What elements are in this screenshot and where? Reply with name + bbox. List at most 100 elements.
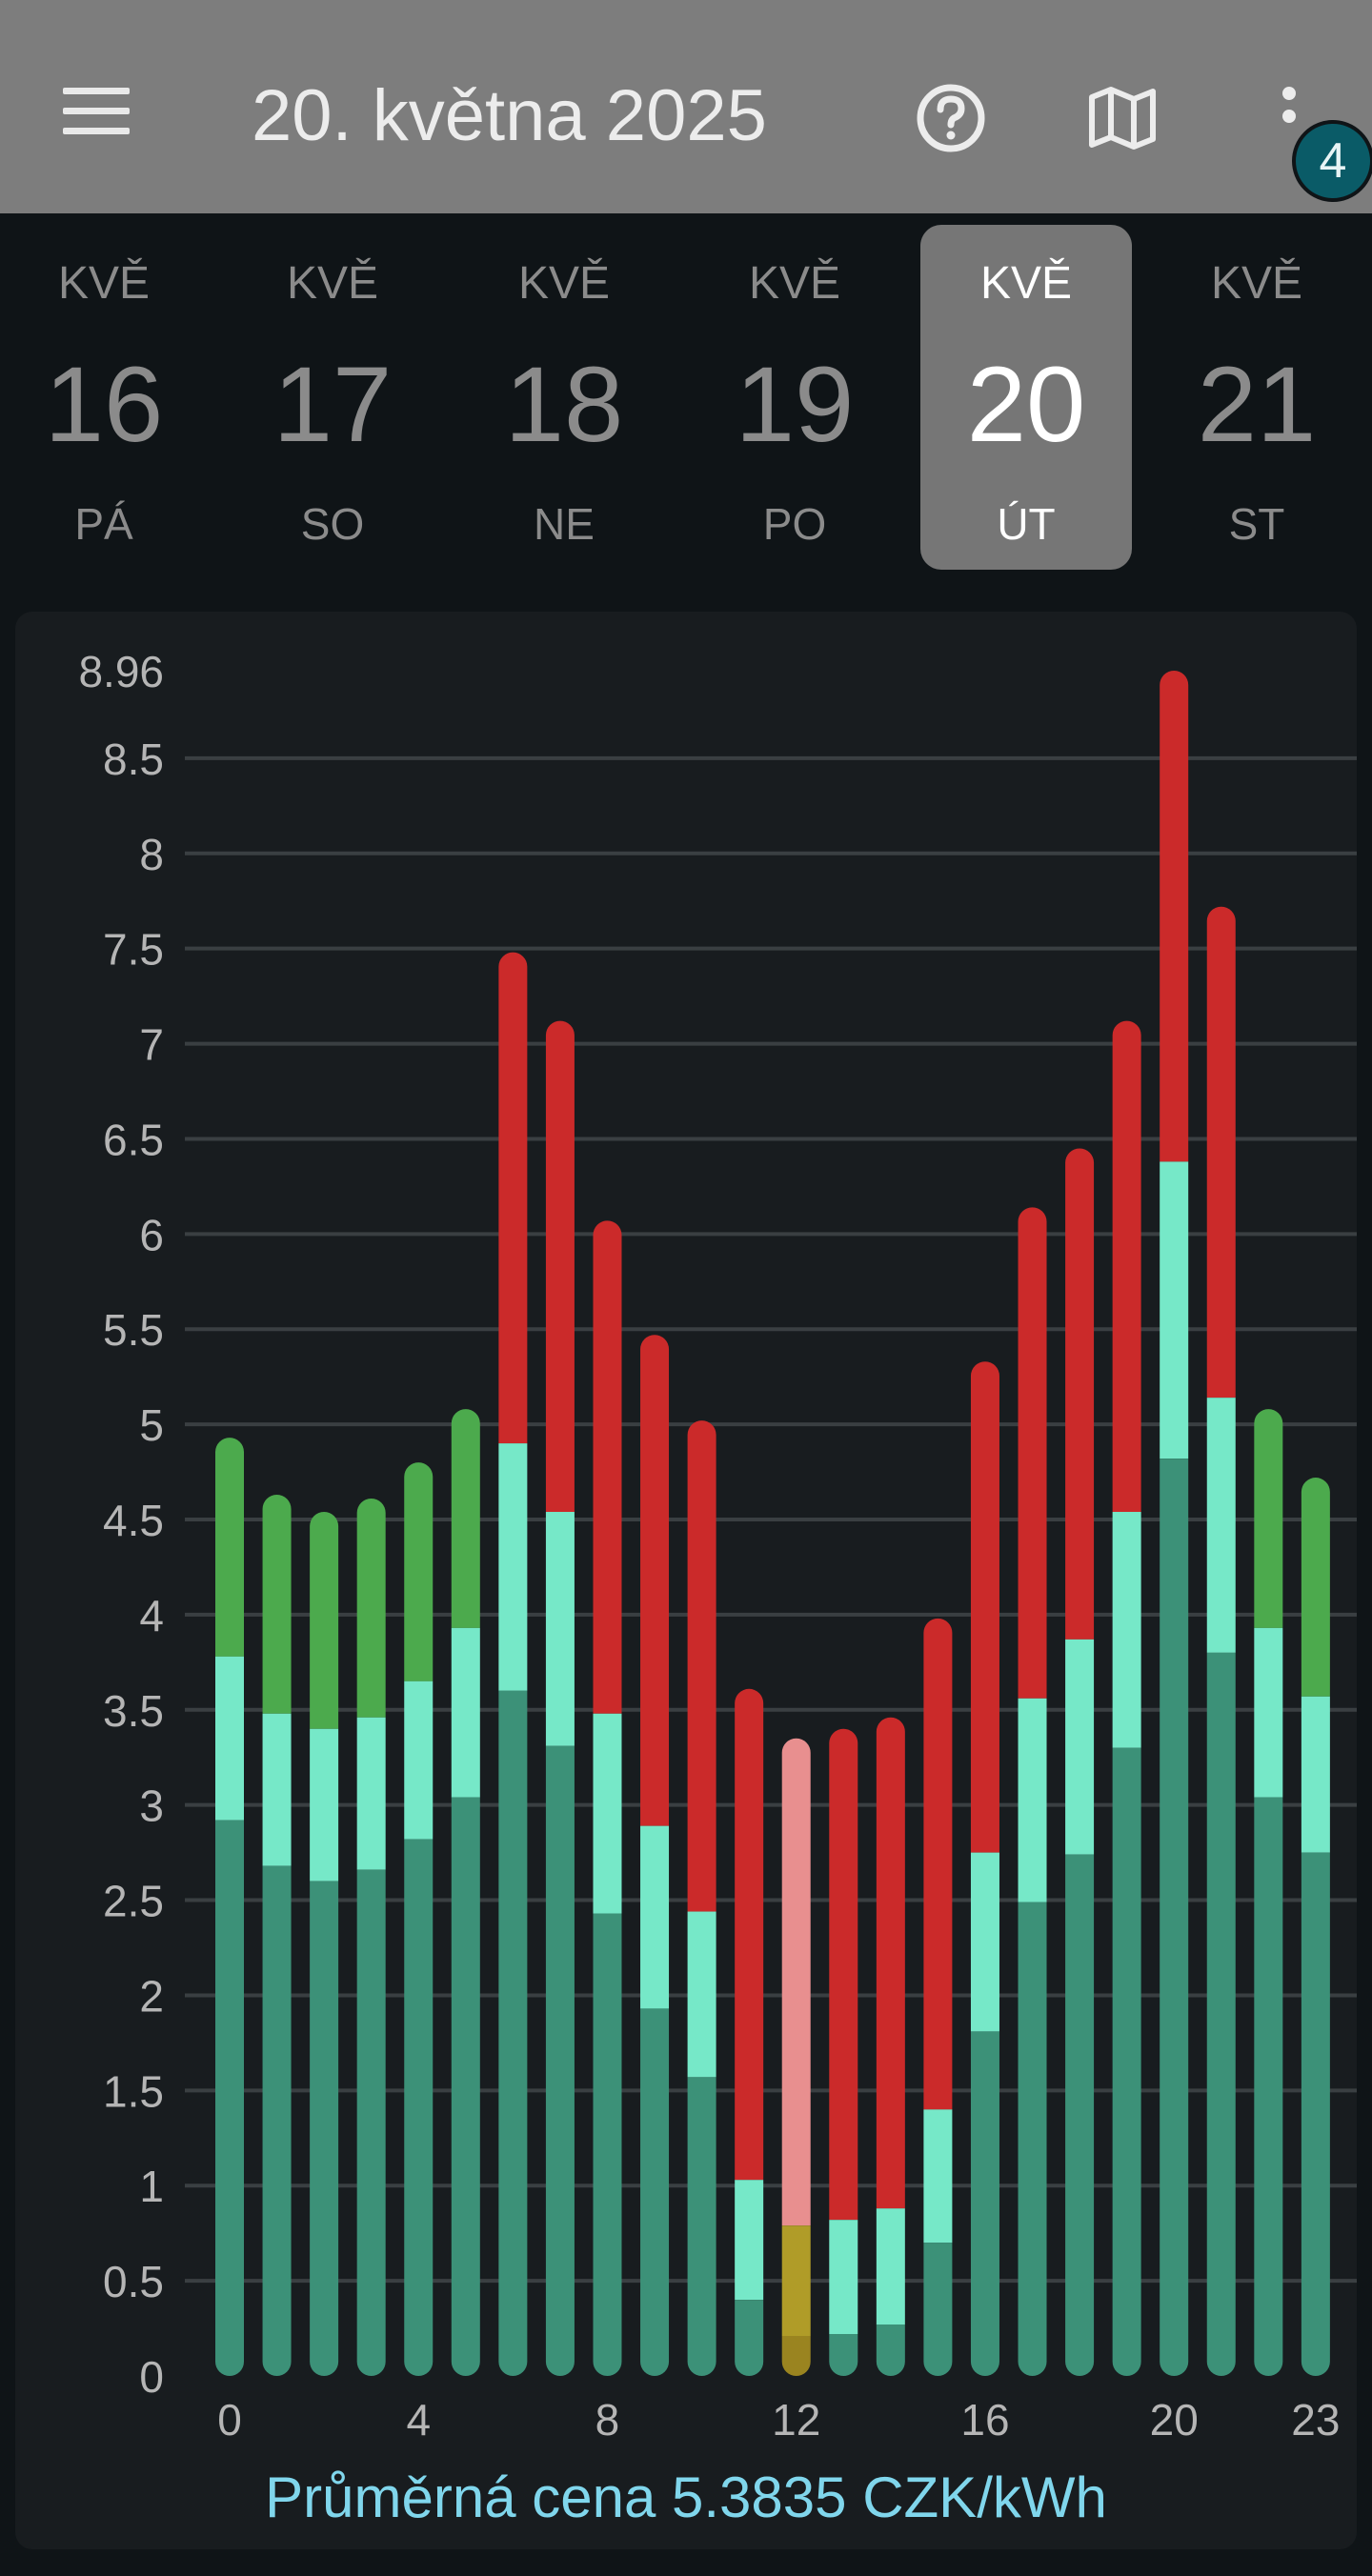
price-chart: 0 0.5 1 1.5 2 2.5 3 3.5 4 4.5 5 5.5 6 6.5 7 7.5 8 8.5 8.96… [78, 647, 1357, 2445]
map-icon[interactable] [1086, 82, 1159, 154]
bar-segment-base [1018, 1902, 1047, 2376]
bar-segment-middle [545, 1512, 575, 1746]
bar-segment-middle [1254, 1627, 1283, 1798]
bar-segment-base [498, 1690, 528, 2376]
day-item-21[interactable]: KVĚ 21 ST [1151, 225, 1362, 570]
day-month: KVĚ [286, 258, 379, 309]
bar-segment-middle [735, 2180, 764, 2301]
bar-segment-middle [1301, 1696, 1330, 1853]
bar-segment-base [781, 2336, 811, 2376]
bar-segment-base [451, 1797, 480, 2376]
menu-icon[interactable] [63, 88, 130, 135]
bar-segment-base [1301, 1852, 1330, 2376]
bar-segment-top [923, 1618, 953, 2110]
day-item-20-selected[interactable]: KVĚ 20 ÚT [920, 225, 1132, 570]
x-tick-label: 0 [217, 2395, 242, 2445]
bar-segment-middle [310, 1728, 339, 1882]
bar-segment-top [781, 1738, 811, 2226]
y-tick-label: 8.96 [78, 647, 164, 696]
bar-segment-top [687, 1420, 716, 1912]
bar-segment-top [1206, 906, 1236, 1399]
bar-segment-base [1206, 1652, 1236, 2376]
help-circle-icon[interactable] [915, 82, 987, 154]
bar-segment-middle [1065, 1639, 1095, 1855]
y-tick-label: 5 [139, 1400, 164, 1450]
day-selector: KVĚ 16 PÁ KVĚ 17 SO KVĚ 18 NE KVĚ 19 PO … [0, 213, 1372, 585]
bar-segment-top [451, 1409, 480, 1628]
bar-segment-middle [215, 1656, 244, 1821]
y-tick-label: 0.5 [103, 2257, 164, 2306]
bar-segment-base [687, 2077, 716, 2376]
bar-segment-top [970, 1361, 999, 1853]
bar-segment-top [1301, 1478, 1330, 1697]
bar-segment-middle [498, 1443, 528, 1691]
bar-segment-middle [262, 1713, 292, 1866]
y-tick-label: 3.5 [103, 1686, 164, 1736]
bar-segment-middle [876, 2208, 905, 2325]
bar-segment-top [1112, 1020, 1141, 1513]
bar-segment-middle [593, 1713, 622, 1914]
bar-segment-top [593, 1220, 622, 1714]
day-number: 19 [735, 345, 855, 464]
y-tick-label: 6 [139, 1210, 164, 1259]
day-weekday: ÚT [997, 499, 1056, 549]
bar-segment-base [215, 1820, 244, 2376]
day-month: KVĚ [748, 258, 841, 309]
day-month: KVĚ [1210, 258, 1303, 309]
bar-segment-base [923, 2243, 953, 2376]
bar-segment-middle [687, 1911, 716, 2078]
day-weekday: NE [534, 499, 595, 549]
y-tick-label: 5.5 [103, 1305, 164, 1355]
bar-segment-middle [1206, 1398, 1236, 1653]
day-month: KVĚ [979, 258, 1073, 309]
y-tick-label: 2.5 [103, 1877, 164, 1926]
day-number: 17 [272, 345, 393, 464]
bar-segment-base [404, 1839, 434, 2376]
more-vertical-icon[interactable] [1265, 82, 1313, 158]
bar-segment-top [876, 1717, 905, 2209]
y-tick-label: 6.5 [103, 1115, 164, 1164]
bar-segment-middle [781, 2225, 811, 2337]
day-number: 16 [44, 345, 164, 464]
bar-segment-top [1065, 1148, 1095, 1640]
y-tick-label: 2 [139, 1971, 164, 2021]
day-number: 18 [504, 345, 624, 464]
bar-segment-base [356, 1869, 386, 2376]
bar-segment-base [310, 1881, 339, 2376]
y-tick-label: 8.5 [103, 735, 164, 784]
bar-segment-base [1254, 1797, 1283, 2376]
bar-segment-base [545, 1745, 575, 2376]
bar-segment-middle [1112, 1512, 1141, 1748]
bar-segment-top [356, 1499, 386, 1718]
y-tick-label: 4 [139, 1591, 164, 1640]
app-bar: 20. května 2025 [0, 0, 1372, 213]
page-title[interactable]: 20. května 2025 [252, 75, 767, 156]
day-item-19[interactable]: KVĚ 19 PO [689, 225, 900, 570]
day-item-16[interactable]: KVĚ 16 PÁ [0, 225, 210, 570]
bar-segment-top [404, 1462, 434, 1681]
bar-segment-middle [451, 1627, 480, 1798]
bar-segment-middle [829, 2220, 858, 2335]
bar-segment-top [215, 1438, 244, 1657]
day-item-18[interactable]: KVĚ 18 NE [458, 225, 670, 570]
bar-segment-base [970, 2031, 999, 2376]
notification-badge[interactable]: 4 [1292, 120, 1372, 202]
y-tick-label: 7.5 [103, 925, 164, 975]
bar-segment-top [310, 1512, 339, 1729]
bar-segment-top [1254, 1409, 1283, 1628]
bar-segment-top [829, 1728, 858, 2221]
day-month: KVĚ [517, 258, 611, 309]
y-tick-label: 7 [139, 1020, 164, 1070]
bar-segment-middle [923, 2109, 953, 2244]
bar-segment-base [640, 2008, 670, 2376]
bar-segment-base [1065, 1854, 1095, 2376]
bar-segment-top [640, 1335, 670, 1826]
bar-segment-middle [404, 1680, 434, 1840]
bar-segment-top [545, 1020, 575, 1513]
y-tick-label: 1.5 [103, 2066, 164, 2116]
average-price-label: Průměrná cena 5.3835 CZK/kWh [265, 2465, 1107, 2529]
x-tick-label: 16 [960, 2395, 1009, 2445]
y-tick-label: 1 [139, 2162, 164, 2211]
bar-segment-middle [1018, 1698, 1047, 1902]
day-item-17[interactable]: KVĚ 17 SO [227, 225, 438, 570]
